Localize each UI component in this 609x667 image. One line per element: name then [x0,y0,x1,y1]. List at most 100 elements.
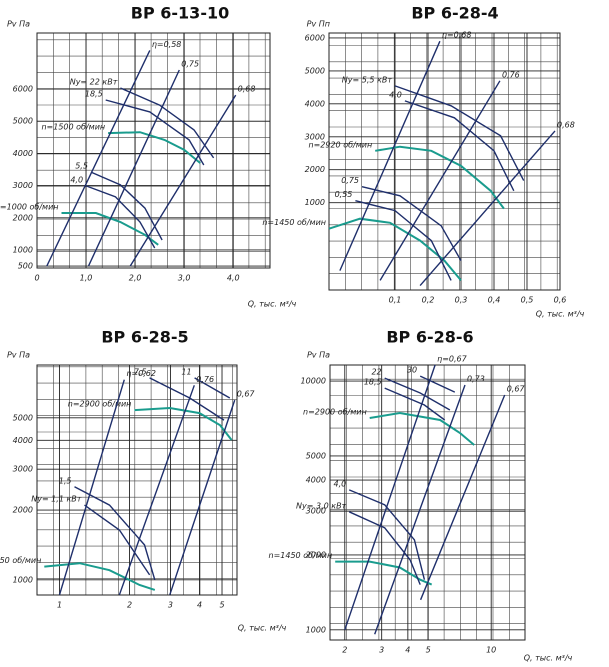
curve-label: 0,67 [507,384,526,393]
performance-curve [46,50,151,267]
y-tick-label: 500 [18,262,33,271]
performance-curve [348,511,421,585]
y-axis-label: Pv Па [7,351,30,360]
performance-curve [419,375,456,393]
chart-title: ВР 6-28-4 [411,4,498,23]
curve-label: 0,55 [335,190,353,199]
plot-frame [328,32,561,291]
x-tick-label: 5 [426,646,431,655]
performance-curve [118,385,195,596]
performance-curve [120,87,215,159]
y-tick-label: 1000 [305,198,325,207]
x-tick-label: 2 [342,646,347,655]
performance-curve [339,40,441,271]
y-tick-label: 4000 [306,476,326,485]
curve-label: 0,76 [502,70,520,79]
performance-curve [87,69,180,267]
curve-label: Ny= 5,5 кВт [342,75,393,84]
x-tick-label: 0,2 [422,296,435,305]
plot-frame [36,32,271,269]
performance-curve [44,562,156,591]
curve-label: 4,0 [389,90,402,99]
x-tick-label: 2 [127,601,132,610]
y-tick-label: 6000 [13,85,33,94]
curve-label: n=1450 об/мин [262,218,326,227]
x-axis-label: Q, тыс. м³/ч [524,654,573,663]
performance-curve [74,486,156,580]
y-axis-label: Pv Пп [307,20,330,29]
performance-curve [361,186,462,262]
curve-label: 18,5 [364,378,382,387]
performance-curve [344,364,436,631]
curve-label: n=1450 об/мин [0,556,41,565]
performance-curve [169,399,236,596]
x-tick-label: 3 [379,646,384,655]
curve-label: η=0,68 [442,31,472,40]
y-tick-label: 2000 [306,550,326,559]
performance-curve [90,171,163,241]
curve-label: 0,67 [237,390,256,399]
curve-label: η=0,67 [437,355,467,364]
x-tick-label: 1,0 [80,274,93,283]
performance-curve [419,130,556,287]
performance-curve [375,145,505,210]
performance-curve [105,99,205,166]
performance-curve [374,384,466,635]
x-tick-label: 0,4 [488,296,501,305]
performance-curve [384,387,446,421]
plot-frame [329,364,526,641]
x-tick-label: 1 [57,601,62,610]
curve-label: 30 [407,366,417,375]
x-axis-label: Q, тыс. м³/ч [536,310,585,319]
performance-curve [369,411,475,446]
performance-curve [348,489,426,580]
performance-curve [108,131,201,164]
chart-title: ВР 6-28-5 [101,328,188,347]
y-tick-label: 1000 [306,625,326,634]
y-tick-label: 4000 [13,436,33,445]
x-tick-label: 4,0 [227,274,240,283]
y-tick-label: 3000 [13,181,33,190]
x-tick-label: 0 [34,274,39,283]
y-tick-label: 4000 [13,149,33,158]
y-tick-label: 4000 [305,99,325,108]
x-tick-label: 10 [486,646,496,655]
curve-label: 22 [371,368,381,377]
chart-title: ВР 6-13-10 [131,4,229,23]
y-tick-label: 1000 [13,575,33,584]
curve-label: 11 [181,367,191,376]
curve-label: 0,75 [341,176,359,185]
performance-curve [149,377,225,421]
curve-label: 18,5 [85,89,103,98]
performance-curve [419,394,506,601]
curve-label: 5,5 [75,162,88,171]
performance-curve [84,504,151,576]
performance-curve [384,377,451,411]
curve-label: n=2900 об/мин [68,400,132,409]
curve-label: Ny= 22 кВт [70,78,118,87]
curve-label: n=1450 об/мин [269,551,333,560]
curve-label: 0,68 [557,120,575,129]
y-tick-label: 5000 [305,66,325,75]
y-axis-label: Pv Па [7,20,30,29]
performance-curve [404,100,515,192]
curve-label: 4,0 [70,175,83,184]
curve-label: n=2900 об/мин [303,408,367,417]
y-tick-label: 5000 [13,413,33,422]
x-axis-label: Q, тыс. м³/ч [238,624,287,633]
y-tick-label: 3000 [306,507,326,516]
curve-label: n=1500 об/мин [41,123,105,132]
y-tick-label: 3000 [305,132,325,141]
x-tick-label: 5 [219,601,224,610]
y-tick-label: 2000 [13,213,33,222]
y-tick-label: 6000 [305,33,325,42]
x-tick-label: 0,3 [455,296,468,305]
x-axis-label: Q, тыс. м³/ч [248,300,297,309]
performance-curve [129,94,237,267]
x-tick-label: 4 [197,601,202,610]
y-tick-label: 3000 [13,465,33,474]
performance-curve [379,80,501,281]
curve-label: 0,75 [181,60,199,69]
x-tick-label: 0,6 [554,296,567,305]
